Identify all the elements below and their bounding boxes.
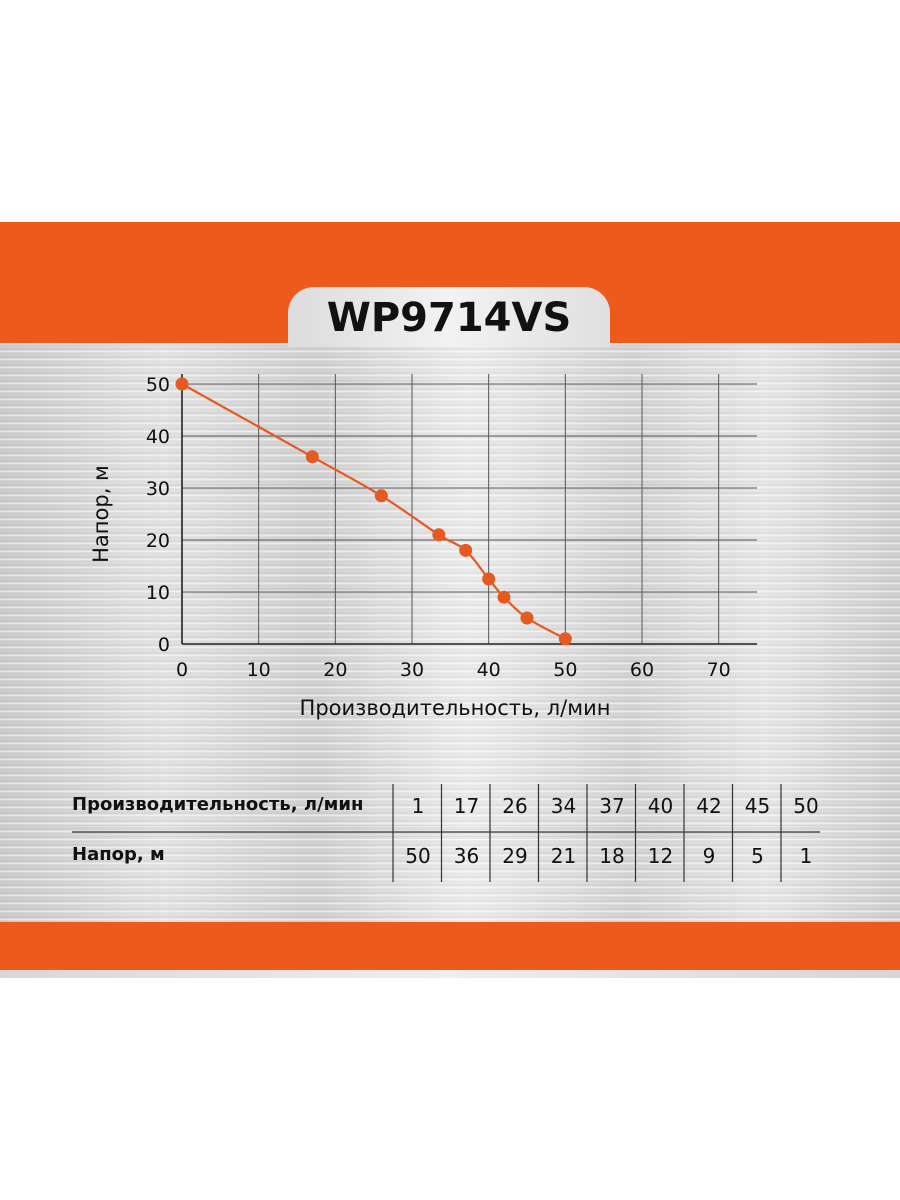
x-tick-label: 0	[176, 659, 188, 681]
model-title: WP9714VS	[326, 295, 572, 341]
bottom-steel-strip	[0, 970, 900, 978]
x-tick-label: 50	[553, 659, 577, 681]
table-cell: 37	[599, 794, 625, 818]
table-cell: 12	[647, 844, 674, 868]
table-cell: 1	[411, 794, 425, 818]
x-axis-label: Производительность, л/мин	[300, 696, 611, 720]
data-point	[497, 590, 511, 604]
y-axis-label: Напор, м	[89, 465, 113, 563]
y-tick-label: 30	[146, 478, 170, 500]
x-tick-label: 10	[247, 659, 271, 681]
table-cell: 36	[453, 844, 480, 868]
data-point	[175, 377, 189, 391]
y-tick-label: 0	[158, 634, 170, 656]
table-row-flow: Производительность, л/мин 1 17 26 34 37 40 42 4…	[60, 782, 860, 832]
table-row-label-head: Напор, м	[72, 844, 165, 865]
y-tick-label: 40	[146, 426, 170, 448]
table-row-head: Напор, м 50 36 29 21 18 12 9 5 1	[60, 832, 860, 882]
table-cell: 50	[793, 794, 819, 818]
table-cell: 34	[550, 794, 577, 818]
table-cell: 26	[502, 794, 528, 818]
data-point	[459, 543, 473, 557]
x-tick-label: 60	[630, 659, 654, 681]
data-point	[482, 572, 496, 586]
data-point	[305, 450, 319, 464]
table-row-label-flow: Производительность, л/мин	[72, 794, 364, 815]
table-cell: 50	[405, 844, 431, 868]
steel-background	[0, 343, 900, 923]
title-tab	[288, 287, 610, 347]
table-cell: 18	[599, 844, 625, 868]
table-cell: 45	[744, 794, 771, 818]
y-tick-label: 10	[146, 582, 170, 604]
data-point	[432, 528, 446, 542]
y-tick-label: 50	[146, 374, 170, 396]
x-tick-label: 20	[323, 659, 347, 681]
x-tick-label: 70	[707, 659, 731, 681]
table-cell: 40	[647, 794, 674, 818]
table-cell: 21	[550, 844, 577, 868]
y-tick-label: 20	[146, 530, 170, 552]
table-grid	[72, 784, 820, 882]
x-tick-label: 30	[400, 659, 424, 681]
bottom-orange-band	[0, 922, 900, 970]
table-cell: 1	[799, 844, 813, 868]
table-cell: 17	[453, 794, 480, 818]
data-point	[520, 611, 534, 625]
table-cell: 29	[502, 844, 528, 868]
data-point	[558, 632, 572, 646]
table-cell: 5	[751, 844, 764, 868]
x-tick-label: 40	[477, 659, 501, 681]
table-cell: 9	[702, 844, 716, 868]
table-cell: 42	[696, 794, 722, 818]
data-point	[374, 489, 388, 503]
